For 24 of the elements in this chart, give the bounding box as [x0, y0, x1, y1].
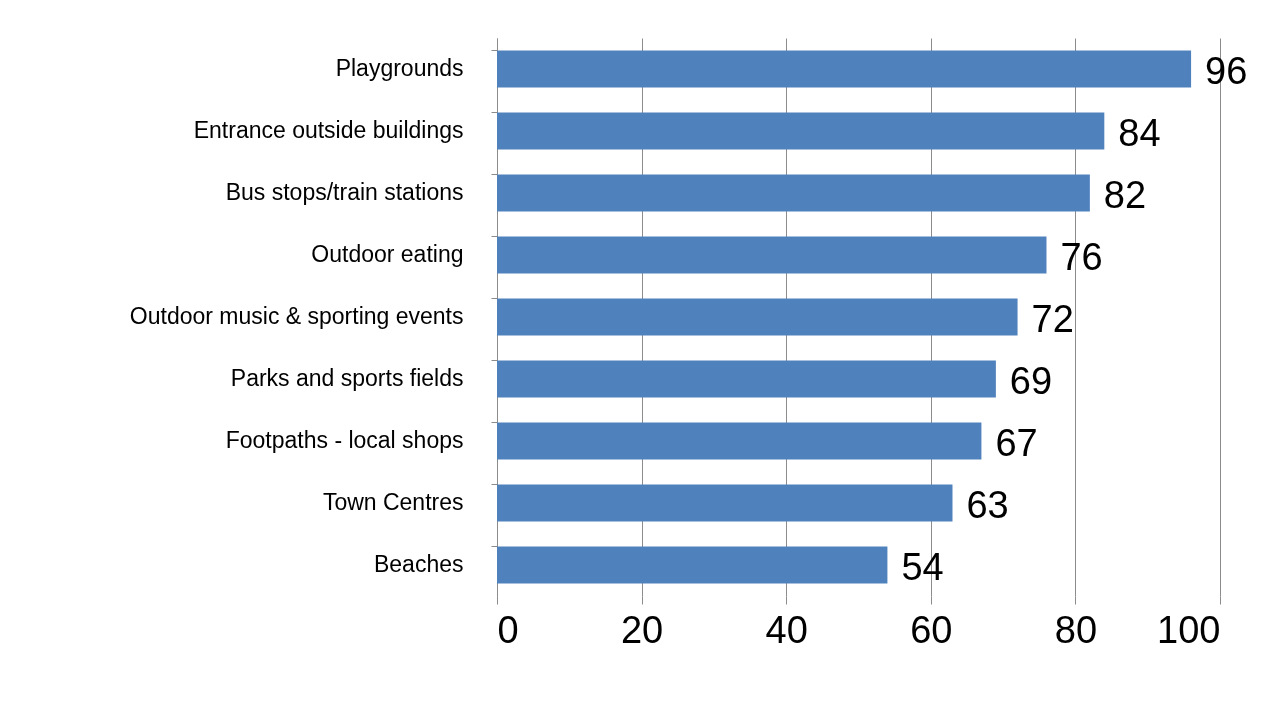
y-tick-label: Beaches — [373, 551, 464, 577]
y-tick-label: Playgrounds — [335, 55, 464, 81]
data-label: 84 — [1118, 112, 1161, 154]
x-tick-label: 100 — [1157, 608, 1221, 651]
data-label: 54 — [901, 546, 944, 588]
y-tick-label: Outdoor music & sporting events — [129, 303, 464, 329]
x-tick-label: 0 — [497, 608, 519, 651]
x-tick-label: 40 — [765, 608, 808, 651]
data-label: 63 — [966, 484, 1009, 526]
data-label: 76 — [1060, 236, 1103, 278]
x-tick-label: 20 — [620, 608, 664, 651]
data-label: 69 — [1009, 360, 1053, 402]
x-tick-label: 80 — [1054, 608, 1098, 651]
data-label: 96 — [1205, 50, 1248, 92]
data-label: 67 — [995, 422, 1038, 464]
data-label: 72 — [1031, 298, 1074, 340]
y-tick-label: Entrance outside buildings — [193, 117, 464, 143]
y-tick-label: Parks and sports fields — [230, 365, 464, 391]
x-tick-label: 60 — [910, 608, 953, 651]
y-tick-label: Footpaths - local shops — [225, 427, 464, 453]
y-tick-label: Outdoor eating — [311, 241, 464, 267]
y-tick-label: Bus stops/train stations — [225, 179, 464, 205]
data-label: 82 — [1103, 174, 1147, 216]
y-tick-label: Town Centres — [322, 489, 464, 515]
